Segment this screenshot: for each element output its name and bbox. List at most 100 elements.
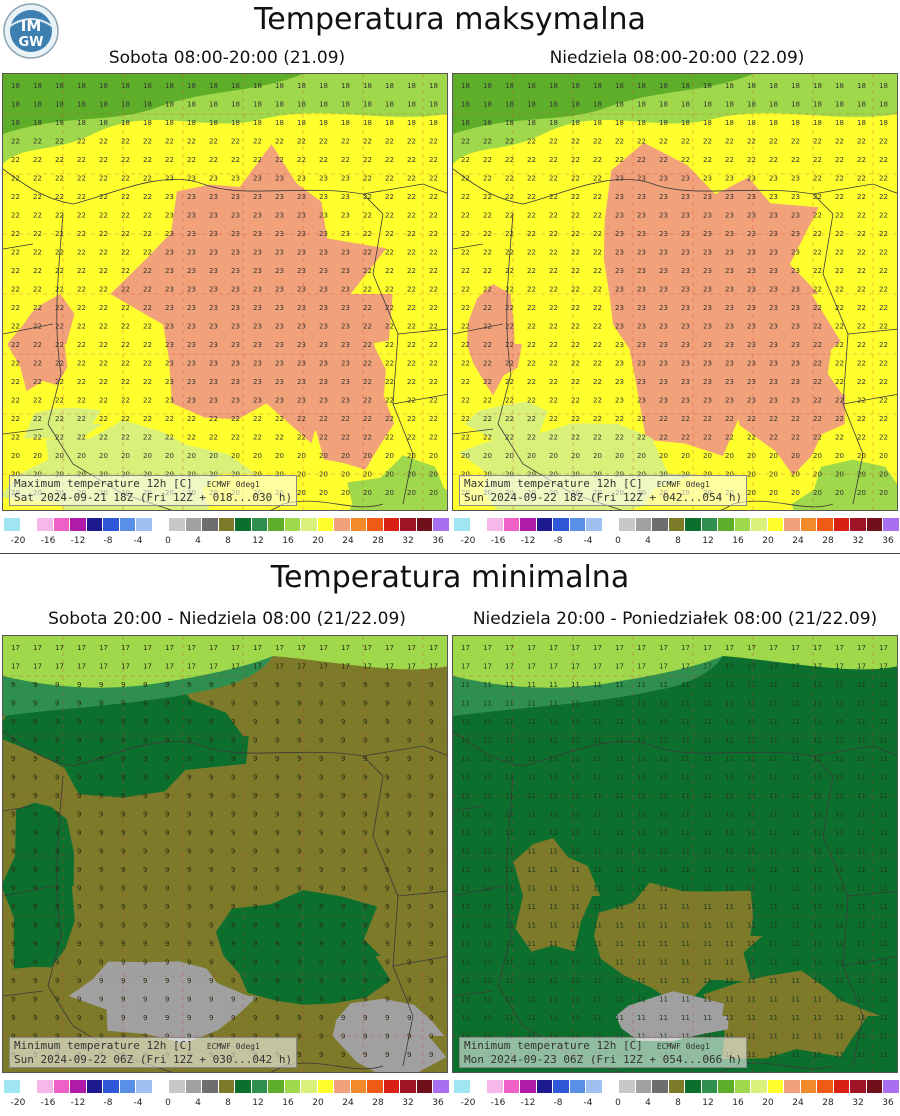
legend-swatch [37, 1080, 54, 1093]
svg-text:23: 23 [725, 175, 734, 183]
svg-text:22: 22 [429, 434, 438, 442]
svg-text:9: 9 [11, 1033, 15, 1041]
svg-text:23: 23 [725, 341, 734, 349]
svg-text:9: 9 [55, 885, 59, 893]
svg-text:23: 23 [253, 341, 262, 349]
svg-text:11: 11 [725, 811, 734, 819]
svg-text:9: 9 [33, 737, 37, 745]
svg-text:23: 23 [747, 267, 756, 275]
svg-text:9: 9 [209, 681, 213, 689]
svg-text:20: 20 [725, 452, 734, 460]
svg-text:17: 17 [527, 644, 536, 652]
svg-text:22: 22 [11, 175, 20, 183]
svg-text:18: 18 [483, 101, 492, 109]
svg-text:18: 18 [725, 101, 734, 109]
svg-text:23: 23 [615, 304, 624, 312]
svg-text:11: 11 [879, 866, 888, 874]
svg-text:22: 22 [11, 286, 20, 294]
legend-swatch [850, 1080, 867, 1093]
svg-text:11: 11 [857, 885, 866, 893]
svg-text:23: 23 [275, 175, 284, 183]
legend-swatch [833, 518, 851, 531]
svg-text:20: 20 [813, 452, 822, 460]
svg-text:11: 11 [615, 681, 624, 689]
legend-tick-label: 32 [402, 536, 414, 546]
legend-swatch [685, 518, 702, 531]
svg-text:11: 11 [593, 977, 602, 985]
svg-text:11: 11 [637, 903, 646, 911]
svg-text:11: 11 [505, 848, 514, 856]
svg-text:22: 22 [857, 397, 866, 405]
svg-text:18: 18 [77, 101, 86, 109]
svg-text:11: 11 [637, 737, 646, 745]
svg-text:17: 17 [187, 663, 196, 671]
svg-text:11: 11 [593, 959, 602, 967]
svg-text:22: 22 [505, 434, 514, 442]
svg-text:20: 20 [253, 452, 262, 460]
svg-text:18: 18 [77, 82, 86, 90]
svg-text:23: 23 [209, 341, 218, 349]
svg-text:20: 20 [835, 471, 844, 479]
svg-text:11: 11 [549, 1033, 558, 1041]
svg-text:18: 18 [121, 119, 130, 127]
legend-swatch [136, 518, 153, 531]
svg-text:22: 22 [769, 138, 778, 146]
svg-text:11: 11 [835, 792, 844, 800]
svg-text:9: 9 [275, 977, 279, 985]
svg-text:11: 11 [703, 940, 712, 948]
svg-text:23: 23 [703, 267, 712, 275]
svg-text:9: 9 [121, 959, 125, 967]
svg-text:23: 23 [725, 378, 734, 386]
svg-text:22: 22 [857, 378, 866, 386]
svg-text:11: 11 [571, 977, 580, 985]
svg-text:11: 11 [461, 829, 470, 837]
svg-text:9: 9 [11, 940, 15, 948]
svg-text:23: 23 [231, 175, 240, 183]
legend-tick-label: -20 [10, 1098, 26, 1108]
svg-text:9: 9 [99, 940, 103, 948]
svg-text:18: 18 [725, 119, 734, 127]
svg-text:17: 17 [297, 644, 306, 652]
svg-text:23: 23 [769, 230, 778, 238]
svg-text:9: 9 [341, 792, 345, 800]
svg-text:9: 9 [297, 718, 301, 726]
svg-text:9: 9 [121, 940, 125, 948]
svg-text:11: 11 [527, 903, 536, 911]
svg-text:9: 9 [363, 903, 367, 911]
svg-text:17: 17 [725, 663, 734, 671]
svg-text:22: 22 [143, 175, 152, 183]
svg-text:11: 11 [791, 866, 800, 874]
legend-swatch [800, 1080, 818, 1093]
svg-text:17: 17 [879, 644, 888, 652]
svg-text:11: 11 [879, 922, 888, 930]
svg-text:22: 22 [879, 138, 888, 146]
svg-text:9: 9 [77, 774, 81, 782]
legend-swatch [218, 1080, 236, 1093]
svg-text:9: 9 [363, 922, 367, 930]
svg-text:18: 18 [253, 101, 262, 109]
svg-text:17: 17 [165, 663, 174, 671]
svg-text:9: 9 [363, 996, 367, 1004]
svg-text:9: 9 [209, 718, 213, 726]
svg-text:9: 9 [143, 681, 147, 689]
svg-text:11: 11 [593, 866, 602, 874]
svg-text:9: 9 [33, 903, 37, 911]
svg-text:18: 18 [275, 119, 284, 127]
svg-text:9: 9 [121, 903, 125, 911]
svg-text:9: 9 [165, 903, 169, 911]
svg-text:17: 17 [253, 644, 262, 652]
svg-text:9: 9 [297, 700, 301, 708]
svg-text:9: 9 [341, 774, 345, 782]
svg-text:9: 9 [11, 885, 15, 893]
svg-text:22: 22 [77, 378, 86, 386]
legend-swatch [70, 1080, 87, 1093]
svg-text:9: 9 [341, 700, 345, 708]
svg-text:23: 23 [165, 175, 174, 183]
svg-text:22: 22 [363, 378, 372, 386]
svg-text:11: 11 [813, 811, 822, 819]
legend-tick-label: -4 [583, 536, 593, 546]
svg-text:9: 9 [407, 940, 411, 948]
svg-text:22: 22 [505, 249, 514, 257]
svg-text:18: 18 [55, 82, 64, 90]
svg-text:11: 11 [703, 1033, 712, 1041]
